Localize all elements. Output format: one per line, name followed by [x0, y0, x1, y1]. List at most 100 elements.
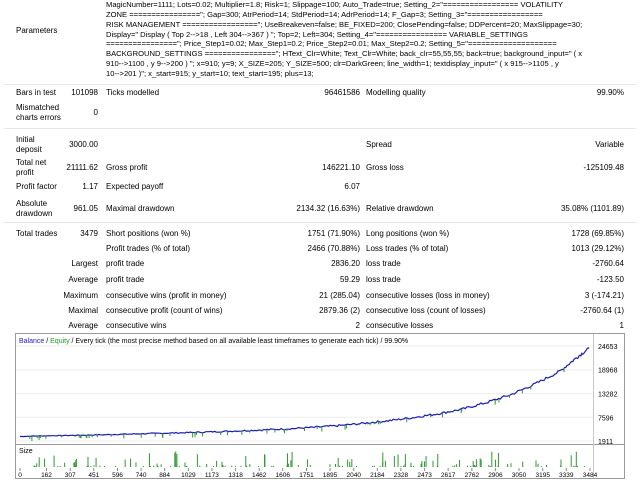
- maximum-label: Maximum: [63, 291, 98, 300]
- chart-legend: Balance / Equity / Every tick (the most …: [19, 338, 408, 345]
- y-tick-label: 18968: [598, 368, 618, 375]
- largest-loss-label: loss trade: [366, 259, 401, 268]
- x-tick-label: 1895: [323, 472, 338, 479]
- largest-label: Largest: [71, 259, 98, 268]
- pf-value: 1.17: [82, 182, 98, 191]
- parameters-line: ZONE ================"; Gap=300; AtrPeri…: [106, 9, 543, 19]
- x-tick-label: 3484: [583, 472, 598, 479]
- pf-label: Profit factor: [16, 182, 57, 191]
- deposit-value: 3000.00: [69, 140, 98, 149]
- equity-spikes: [29, 367, 565, 442]
- x-tick-label: 2473: [417, 472, 432, 479]
- x-tick-label: 1751: [299, 472, 314, 479]
- absdd-value: 961.05: [73, 204, 98, 213]
- absdd-label: drawdown: [16, 209, 53, 218]
- x-tick-label: 2040: [347, 472, 362, 479]
- max-cons-wins-label: consecutive wins (profit in money): [106, 291, 227, 300]
- x-tick-label: 307: [65, 472, 76, 479]
- divider: [4, 222, 636, 223]
- x-axis: 0 162 307 451 596 740 884 1029 1173 1318 1462 1606 1…: [18, 468, 598, 479]
- x-tick-label: 2617: [441, 472, 456, 479]
- spread-label: Spread: [366, 140, 392, 149]
- parameters-line: 910-->1100 , y 9-->200 ) "; x=910; y=9; …: [106, 59, 559, 69]
- average-loss-label: loss trade: [366, 275, 401, 284]
- average-profit-value: 59.29: [339, 275, 360, 284]
- balance-series-line: [19, 347, 590, 438]
- size-label: Size: [19, 448, 33, 455]
- parameters-label: Parameters: [16, 26, 58, 35]
- x-tick-label: 1606: [276, 472, 291, 479]
- parameters-line: ================"; Price_Step1=0.02; Max…: [106, 39, 557, 49]
- grossloss-value: -125109.48: [583, 163, 624, 172]
- x-tick-label: 596: [112, 472, 123, 479]
- ticks-label: Ticks modelled: [106, 88, 160, 97]
- netprofit-value: 21111.62: [66, 163, 98, 172]
- short-value: 1751 (71.90%): [307, 229, 360, 238]
- avg-cons-losses-value: 1: [619, 321, 624, 330]
- divider: [4, 84, 636, 85]
- profit-trades-label: Profit trades (% of total): [106, 244, 191, 253]
- x-tick-label: 2328: [394, 472, 409, 479]
- x-tick-label: 1173: [205, 472, 219, 479]
- loss-trades-value: 1013 (29.12%): [571, 244, 624, 253]
- loss-trades-label: Loss trades (% of total): [366, 244, 449, 253]
- legend-equity: Equity: [50, 338, 70, 345]
- average-profit-label: profit trade: [106, 275, 145, 284]
- x-tick-label: 1318: [228, 472, 243, 479]
- x-tick-label: 3050: [512, 472, 527, 479]
- maximal-loss-label: consecutive loss (count of losses): [366, 306, 486, 315]
- y-axis: 24653 18968 13282 7596 1911: [598, 344, 618, 446]
- max-cons-losses-value: 3 (-174.21): [584, 291, 624, 300]
- max-cons-wins-value: 21 (285.04): [319, 291, 360, 300]
- x-tick-label: 2762: [465, 472, 480, 479]
- x-tick-label: 3339: [559, 472, 574, 479]
- x-tick-label: 2906: [488, 472, 503, 479]
- maxdd-label: Maximal drawdown: [106, 204, 175, 213]
- largest-profit-value: 2836.20: [331, 259, 360, 268]
- reldd-label: Relative drawdown: [366, 204, 434, 213]
- parameters-text: MagicNumber=1111; Lots=0.02; Multiplier=…: [106, 0, 636, 79]
- long-label: Long positions (won %): [366, 229, 450, 238]
- bars-label: Bars in test: [16, 88, 57, 97]
- grossprofit-label: Gross profit: [106, 163, 148, 172]
- parameters-line: Display=" Display ( Top 2-->18 , Left 30…: [106, 29, 528, 39]
- y-tick-label: 24653: [598, 344, 618, 351]
- avg-cons-wins-value: 2: [355, 321, 360, 330]
- deposit-label: deposit: [16, 145, 42, 154]
- mismatch-label: Mismatched: [16, 103, 60, 112]
- maximal-profit-label: consecutive profit (count of wins): [106, 306, 223, 315]
- balance-chart: Balance / Equity / Every tick (the most …: [15, 333, 625, 479]
- mismatch-value: 0: [93, 108, 98, 117]
- y-tick-label: 1911: [598, 439, 613, 446]
- short-label: Short positions (won %): [106, 229, 191, 238]
- x-tick-label: 2184: [370, 472, 385, 479]
- parameters-line: MagicNumber=1111; Lots=0.02; Multiplier=…: [106, 0, 563, 9]
- avg-cons-wins-label: consecutive wins: [106, 321, 167, 330]
- spread-value: Variable: [595, 140, 624, 149]
- grossprofit-value: 146221.10: [322, 163, 360, 172]
- divider: [4, 128, 636, 129]
- trades-value: 3479: [80, 229, 98, 238]
- x-tick-label: 162: [41, 472, 52, 479]
- x-tick-label: 3195: [535, 472, 550, 479]
- maxdd-value: 2134.32 (16.63%): [296, 204, 360, 213]
- netprofit-label: Total net: [16, 158, 47, 167]
- x-tick-label: 740: [136, 472, 147, 479]
- quality-label: Modelling quality: [366, 88, 426, 97]
- grossloss-label: Gross loss: [366, 163, 404, 172]
- average-loss-value: -123.50: [596, 275, 624, 284]
- ticks-value: 96461586: [324, 88, 360, 97]
- y-tick-label: 13282: [598, 392, 618, 399]
- trades-label: Total trades: [16, 229, 58, 238]
- legend-rest: / Every tick (the most precise method ba…: [70, 338, 409, 345]
- parameters-line: RISK MANAGEMENT ================="; UseB…: [106, 19, 583, 29]
- maximal-label: Maximal: [68, 306, 98, 315]
- y-tick-label: 7596: [598, 415, 614, 422]
- x-tick-label: 884: [159, 472, 170, 479]
- deposit-label: Initial: [16, 135, 35, 144]
- size-bars: [33, 451, 585, 467]
- bars-value: 101098: [71, 88, 98, 97]
- largest-profit-label: profit trade: [106, 259, 145, 268]
- max-cons-losses-label: consecutive losses (loss in money): [366, 291, 490, 300]
- quality-value: 99.90%: [596, 88, 624, 97]
